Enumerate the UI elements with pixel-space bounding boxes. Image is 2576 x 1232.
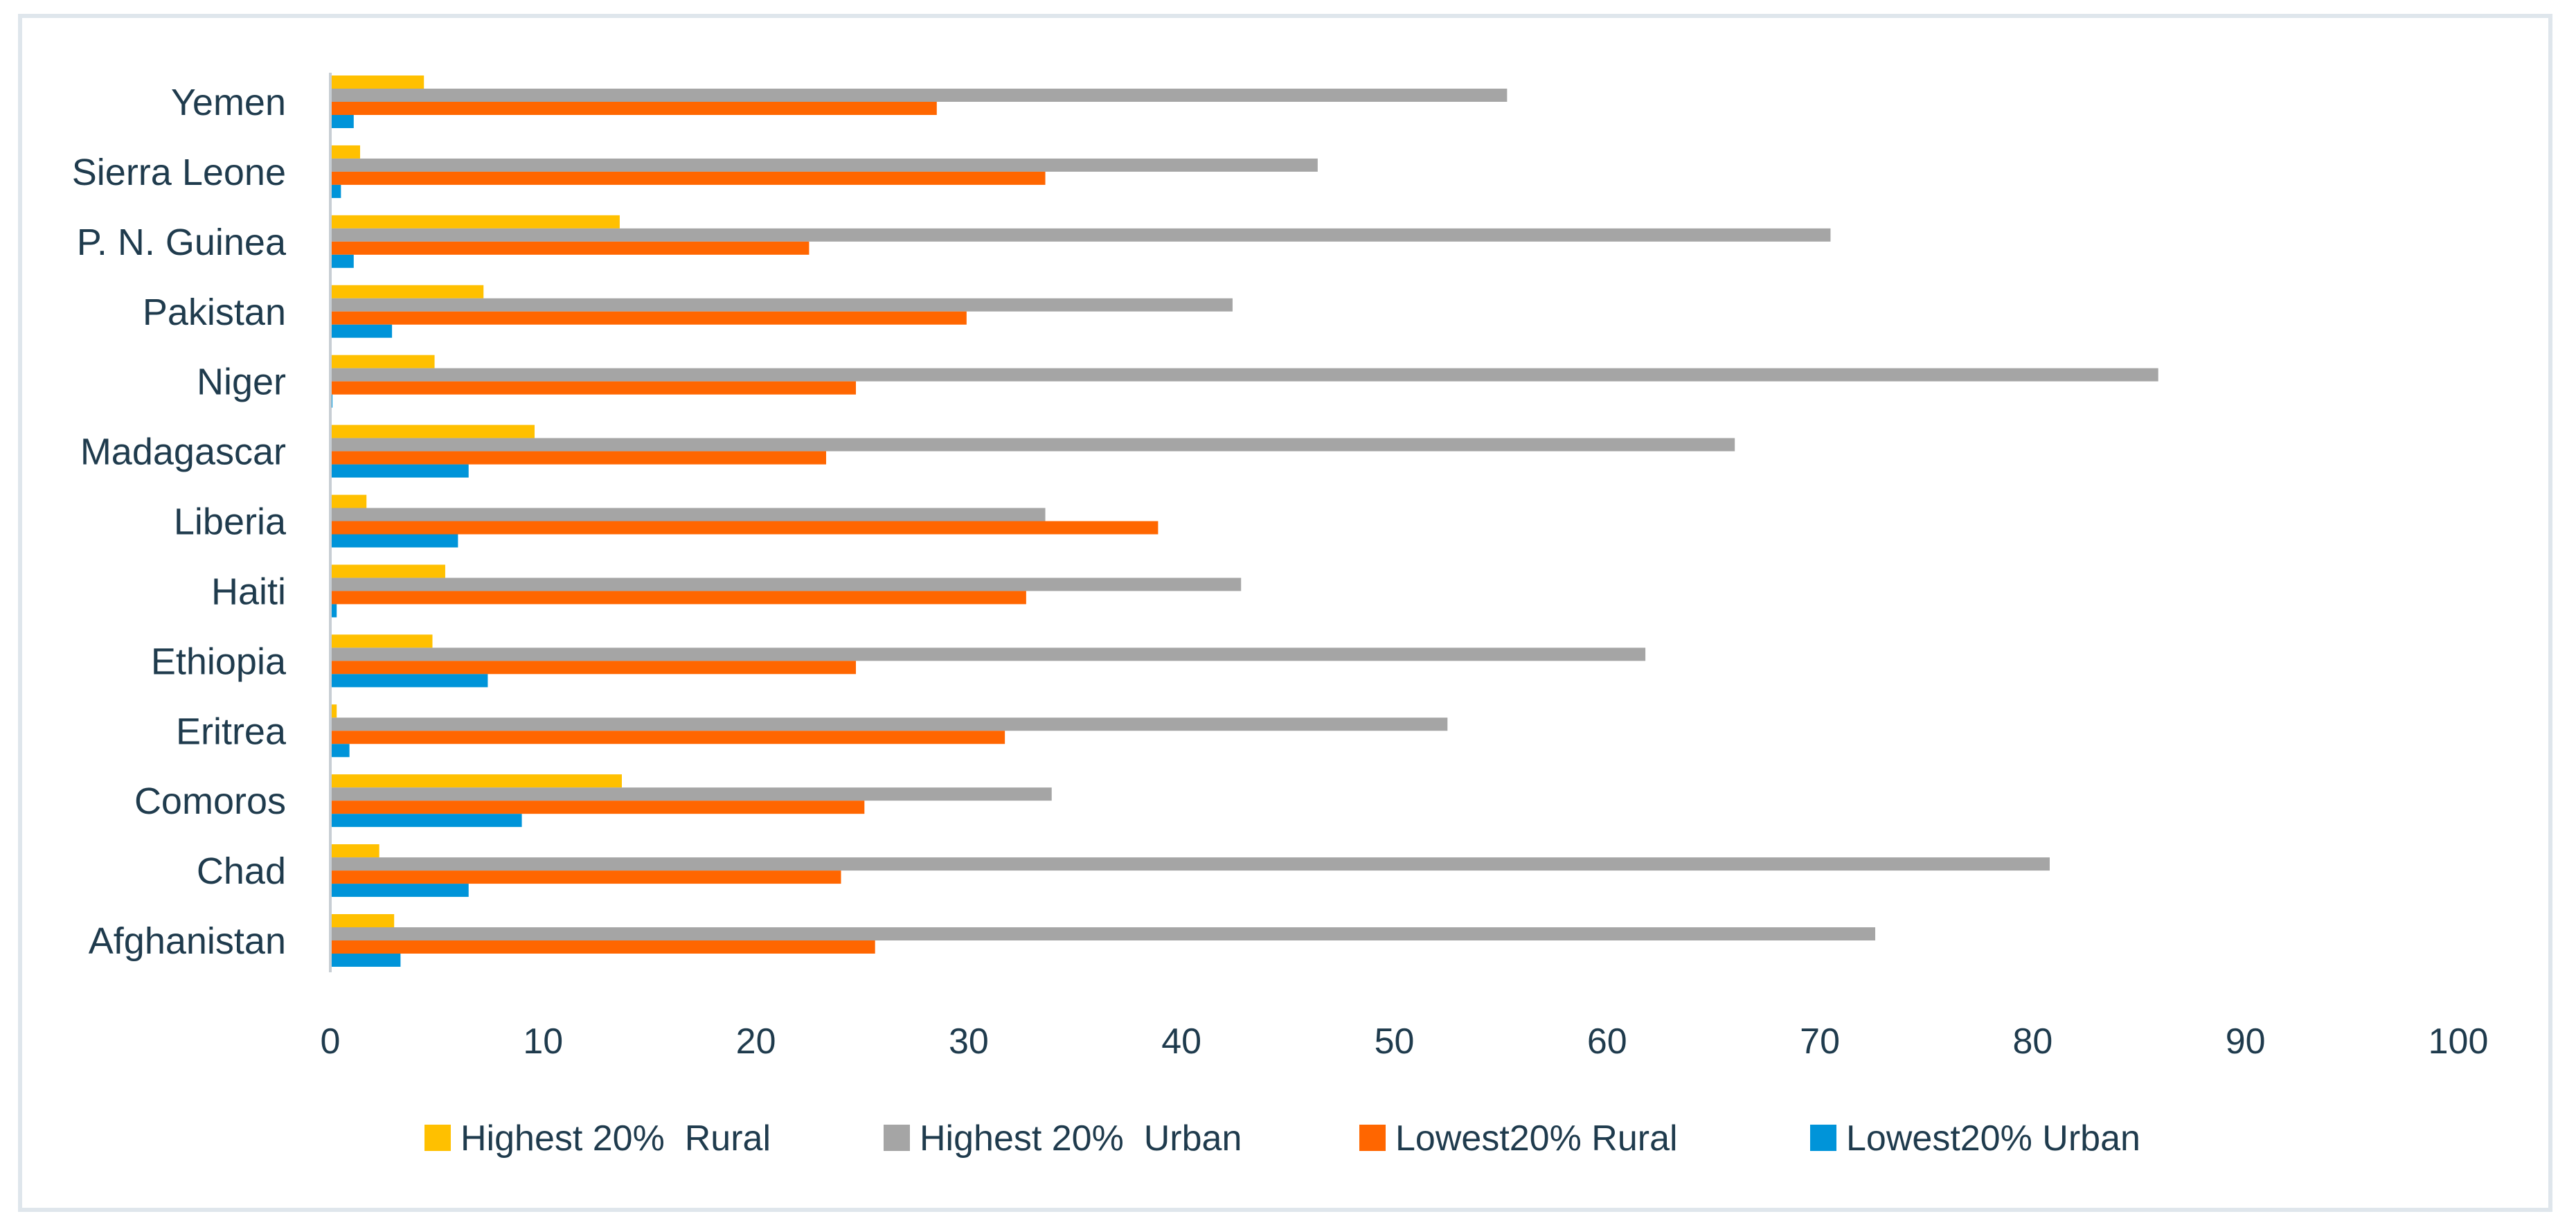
bar-haiti-highest-20-rural bbox=[330, 564, 445, 578]
category-label-liberia: Liberia bbox=[174, 501, 287, 543]
bar-ethiopia-lowest20-urban bbox=[330, 674, 488, 688]
legend-item-lowest20-rural: Lowest20% Rural bbox=[1359, 1118, 1678, 1159]
x-tick-90: 90 bbox=[2226, 1021, 2266, 1062]
category-label-comoros: Comoros bbox=[134, 780, 286, 822]
legend-item-highest-20-rural: Highest 20% Rural bbox=[424, 1118, 771, 1159]
bar-haiti-lowest20-rural bbox=[330, 591, 1026, 605]
legend-label-lowest20-rural: Lowest20% Rural bbox=[1395, 1118, 1678, 1159]
bar-madagascar-lowest20-urban bbox=[330, 464, 469, 478]
x-tick-70: 70 bbox=[1800, 1021, 1840, 1062]
legend-swatch-highest-20-urban bbox=[884, 1125, 910, 1151]
bar-yemen-highest-20-rural bbox=[330, 75, 424, 89]
x-tick-10: 10 bbox=[523, 1021, 563, 1062]
x-tick-20: 20 bbox=[736, 1021, 776, 1062]
bar-madagascar-highest-20-rural bbox=[330, 425, 535, 438]
bar-pakistan-highest-20-urban bbox=[330, 298, 1233, 312]
bar-yemen-lowest20-rural bbox=[330, 102, 937, 115]
legend-label-highest-20-rural: Highest 20% Rural bbox=[460, 1118, 771, 1159]
legend-item-highest-20-urban: Highest 20% Urban bbox=[884, 1118, 1242, 1159]
bar-afghanistan-lowest20-urban bbox=[330, 954, 401, 967]
category-label-p-n-guinea: P. N. Guinea bbox=[77, 222, 287, 263]
category-label-eritrea: Eritrea bbox=[176, 711, 287, 752]
bar-liberia-lowest20-urban bbox=[330, 534, 458, 548]
bar-chad-highest-20-rural bbox=[330, 844, 379, 858]
category-label-pakistan: Pakistan bbox=[143, 292, 286, 333]
bar-liberia-highest-20-urban bbox=[330, 508, 1046, 521]
bar-madagascar-lowest20-rural bbox=[330, 451, 827, 465]
category-label-yemen: Yemen bbox=[171, 82, 286, 123]
bar-niger-lowest20-rural bbox=[330, 381, 857, 395]
bar-p-n-guinea-highest-20-rural bbox=[330, 215, 620, 229]
category-label-niger: Niger bbox=[197, 361, 286, 403]
legend-swatch-highest-20-rural bbox=[424, 1125, 451, 1151]
chart-bars bbox=[330, 75, 2158, 967]
bar-chad-lowest20-urban bbox=[330, 884, 469, 898]
category-label-madagascar: Madagascar bbox=[80, 431, 286, 473]
bar-yemen-lowest20-urban bbox=[330, 115, 354, 128]
category-label-ethiopia: Ethiopia bbox=[151, 641, 287, 682]
category-labels: Afghanistan Chad Comoros Eritrea Ethiopia Hai… bbox=[72, 82, 287, 962]
bar-niger-highest-20-urban bbox=[330, 368, 2158, 382]
bar-pakistan-lowest20-urban bbox=[330, 324, 393, 338]
bar-ethiopia-highest-20-rural bbox=[330, 634, 433, 648]
bar-haiti-lowest20-urban bbox=[330, 604, 337, 618]
bar-chad-highest-20-urban bbox=[330, 857, 2050, 871]
category-label-sierra-leone: Sierra Leone bbox=[72, 152, 286, 193]
bar-liberia-highest-20-rural bbox=[330, 494, 367, 508]
chart-frame bbox=[18, 14, 2552, 1212]
x-tick-0: 0 bbox=[321, 1021, 341, 1062]
bar-pakistan-lowest20-rural bbox=[330, 311, 967, 325]
bar-niger-highest-20-rural bbox=[330, 355, 435, 368]
legend: Highest 20% Rural Highest 20% Urban Lowest… bbox=[424, 1118, 2140, 1159]
bar-comoros-lowest20-urban bbox=[330, 814, 522, 828]
bar-sierra-leone-lowest20-urban bbox=[330, 184, 341, 198]
bar-eritrea-lowest20-urban bbox=[330, 744, 350, 758]
bar-sierra-leone-highest-20-urban bbox=[330, 158, 1318, 172]
x-tick-40: 40 bbox=[1161, 1021, 1201, 1062]
bar-pakistan-highest-20-rural bbox=[330, 285, 484, 298]
bar-afghanistan-highest-20-urban bbox=[330, 927, 1875, 940]
bar-madagascar-highest-20-urban bbox=[330, 438, 1735, 452]
bar-eritrea-highest-20-rural bbox=[330, 704, 337, 718]
x-tick-100: 100 bbox=[2429, 1021, 2489, 1062]
bar-liberia-lowest20-rural bbox=[330, 521, 1159, 535]
bar-comoros-highest-20-rural bbox=[330, 774, 623, 788]
bar-p-n-guinea-lowest20-rural bbox=[330, 241, 810, 255]
bar-chad-lowest20-rural bbox=[330, 871, 841, 884]
legend-label-lowest20-urban: Lowest20% Urban bbox=[1846, 1118, 2140, 1159]
legend-label-highest-20-urban: Highest 20% Urban bbox=[920, 1118, 1242, 1159]
category-label-afghanistan: Afghanistan bbox=[89, 920, 286, 962]
bar-sierra-leone-highest-20-rural bbox=[330, 145, 361, 159]
legend-swatch-lowest20-rural bbox=[1359, 1125, 1386, 1151]
bar-eritrea-highest-20-urban bbox=[330, 717, 1448, 731]
category-label-chad: Chad bbox=[197, 850, 286, 892]
bar-afghanistan-highest-20-rural bbox=[330, 914, 395, 927]
bar-afghanistan-lowest20-rural bbox=[330, 940, 875, 954]
bar-comoros-lowest20-rural bbox=[330, 801, 865, 814]
bar-comoros-highest-20-urban bbox=[330, 787, 1052, 801]
bar-ethiopia-highest-20-urban bbox=[330, 648, 1646, 661]
x-tick-30: 30 bbox=[949, 1021, 989, 1062]
bar-ethiopia-lowest20-rural bbox=[330, 661, 857, 675]
x-tick-80: 80 bbox=[2012, 1021, 2052, 1062]
category-label-haiti: Haiti bbox=[211, 571, 286, 612]
bar-p-n-guinea-highest-20-urban bbox=[330, 228, 1831, 242]
bar-sierra-leone-lowest20-rural bbox=[330, 171, 1046, 185]
x-tick-50: 50 bbox=[1375, 1021, 1415, 1062]
x-tick-labels: 0 10 20 30 40 50 60 70 80 90 100 bbox=[321, 1021, 2489, 1062]
bar-haiti-highest-20-urban bbox=[330, 578, 1242, 591]
bar-p-n-guinea-lowest20-urban bbox=[330, 254, 354, 268]
legend-swatch-lowest20-urban bbox=[1810, 1125, 1836, 1151]
bar-yemen-highest-20-urban bbox=[330, 89, 1508, 102]
legend-item-lowest20-urban: Lowest20% Urban bbox=[1810, 1118, 2140, 1159]
bar-eritrea-lowest20-rural bbox=[330, 731, 1005, 744]
x-tick-60: 60 bbox=[1587, 1021, 1627, 1062]
